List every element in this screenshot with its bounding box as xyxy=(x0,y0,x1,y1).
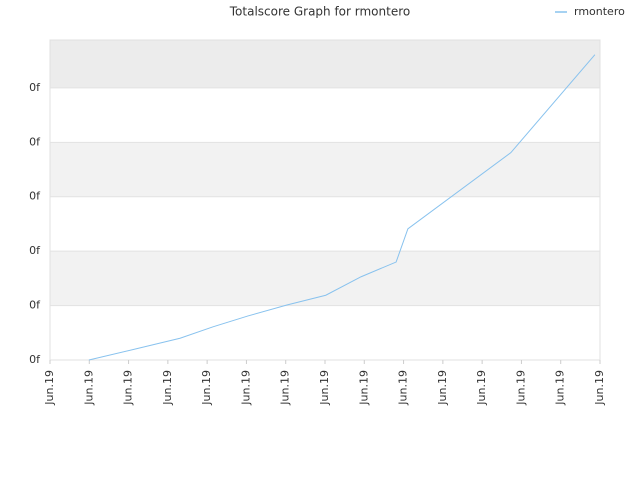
x-tick-label: Jun.19 xyxy=(397,370,410,406)
x-tick-label: Jun.19 xyxy=(161,370,174,406)
x-tick-label: Jun.19 xyxy=(357,370,370,406)
x-tick-label: Jun.19 xyxy=(43,370,56,406)
data-line xyxy=(88,54,596,361)
y-tick-label: 0f xyxy=(29,190,41,203)
legend-label: rmontero xyxy=(574,5,625,18)
y-tick-label: 0f xyxy=(29,353,41,366)
x-tick-label: Jun.19 xyxy=(279,370,292,406)
x-tick-label: Jun.19 xyxy=(122,370,135,406)
chart-title: Totalscore Graph for rmontero xyxy=(229,5,410,19)
x-tick-label: Jun.19 xyxy=(514,370,527,406)
y-tick-label: 0f xyxy=(29,244,41,257)
y-tick-label: 0f xyxy=(29,135,41,148)
plot-band xyxy=(50,251,600,306)
x-tick-label: Jun.19 xyxy=(318,370,331,406)
x-tick-label: Jun.19 xyxy=(200,370,213,406)
x-tick-label: Jun.19 xyxy=(475,370,488,406)
x-tick-label: Jun.19 xyxy=(82,370,95,406)
plot-band xyxy=(50,142,600,197)
x-tick-label: Jun.19 xyxy=(593,370,606,406)
x-tick-label: Jun.19 xyxy=(436,370,449,406)
y-tick-label: 0f xyxy=(29,81,41,94)
x-tick-label: Jun.19 xyxy=(554,370,567,406)
y-tick-label: 0f xyxy=(29,299,41,312)
plot-band xyxy=(50,40,600,88)
x-tick-label: Jun.19 xyxy=(239,370,252,406)
